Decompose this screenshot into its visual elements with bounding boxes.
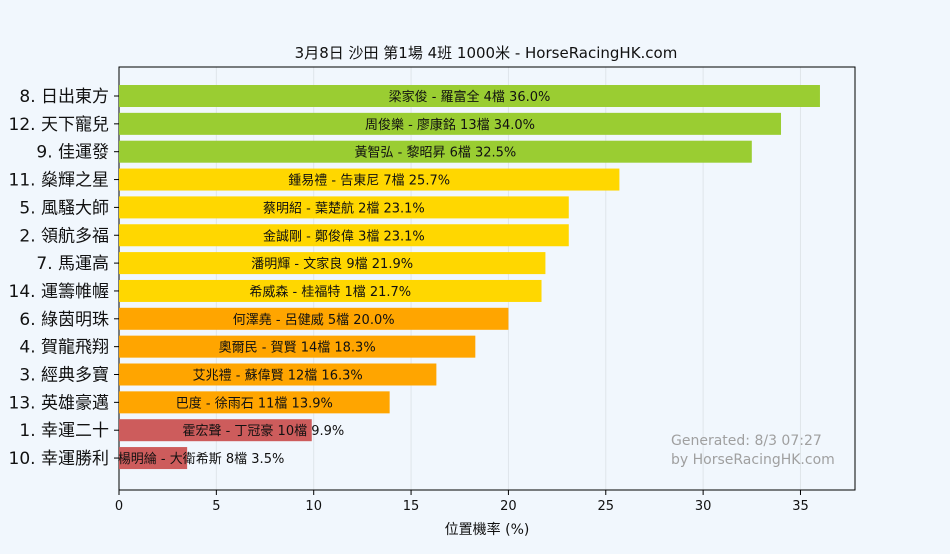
bar-label: 周俊樂 - 廖康銘 13檔 34.0%	[365, 117, 535, 133]
x-tick-label: 25	[597, 499, 614, 514]
plot-frame	[118, 66, 856, 491]
bar	[119, 196, 569, 219]
bar-label: 金誠剛 - 鄭俊偉 3檔 23.1%	[263, 228, 425, 244]
x-tick-label: 30	[695, 499, 712, 514]
bar-label: 黃智弘 - 黎昭昇 6檔 32.5%	[355, 146, 517, 161]
bar	[119, 224, 569, 247]
bar	[119, 419, 312, 442]
bar	[119, 279, 542, 302]
bar-label: 鍾易禮 - 告東尼 7檔 25.7%	[288, 173, 450, 189]
bar-label: 蔡明紹 - 葉楚航 2檔 23.1%	[263, 200, 425, 216]
bar-label: 何澤堯 - 呂健威 5檔 20.0%	[233, 312, 395, 328]
bar-label: 艾兆禮 - 蘇偉賢 12檔 16.3%	[193, 369, 363, 384]
category-label: 1. 幸運二十	[19, 421, 109, 441]
bar-label: 潘明輝 - 文家良 9檔 21.9%	[251, 256, 413, 272]
bar-label: 楊明綸 - 大衛希斯 8檔 3.5%	[118, 451, 285, 467]
chart-title: 3月8日 沙田 第1場 4班 1000米 - HorseRacingHK.com	[295, 44, 678, 62]
category-label: 14. 運籌帷幄	[9, 282, 109, 302]
x-tick-label: 35	[792, 499, 809, 514]
x-tick-label: 20	[500, 499, 517, 514]
category-label: 3. 經典多寶	[19, 365, 109, 386]
x-tick-label: 5	[212, 499, 220, 514]
bar-label: 梁家俊 - 羅富全 4檔 36.0%	[389, 89, 551, 105]
bar	[119, 252, 546, 275]
category-label: 12. 天下寵兒	[9, 115, 109, 135]
category-label: 13. 英雄豪邁	[9, 392, 109, 413]
category-label: 6. 綠茵明珠	[19, 310, 109, 330]
bar	[119, 168, 620, 191]
category-label: 8. 日出東方	[19, 87, 109, 107]
category-label: 9. 佳運發	[36, 143, 109, 163]
generated-annotation: Generated: 8/3 07:27	[671, 433, 822, 449]
x-tick-label: 0	[115, 499, 123, 514]
bars: 梁家俊 - 羅富全 4檔 36.0% 周俊樂 - 廖康銘 13檔 34.0% 黃智弘…	[118, 85, 820, 470]
bar	[119, 140, 752, 163]
bar-label: 霍宏聲 - 丁冠豪 10檔 9.9%	[182, 423, 344, 439]
category-label: 7. 馬運高	[36, 254, 109, 274]
bar-label: 希威森 - 桂福特 1檔 21.7%	[249, 285, 411, 300]
x-tick-label: 15	[403, 499, 420, 514]
bar	[119, 363, 437, 386]
bar	[119, 85, 820, 107]
bar	[119, 447, 188, 470]
grid-lines	[118, 67, 801, 490]
x-axis-ticks: 0 5 10 15 20 25 30 35	[115, 490, 809, 514]
source-annotation: by HorseRacingHK.com	[671, 452, 835, 468]
bar	[119, 112, 782, 135]
x-tick-label: 10	[305, 499, 322, 514]
bar	[119, 335, 476, 358]
bar	[119, 307, 509, 330]
category-labels: 8. 日出東方 12. 天下寵兒 9. 佳運發 11. 燊輝之星 5. 風騷大師 2. 領…	[9, 87, 119, 469]
bar-label: 奧爾民 - 賀賢 14檔 18.3%	[219, 341, 376, 356]
category-label: 11. 燊輝之星	[9, 171, 109, 191]
category-label: 2. 領航多福	[19, 226, 109, 246]
category-label: 5. 風騷大師	[19, 198, 109, 218]
x-axis-label: 位置機率 (%)	[445, 521, 530, 538]
category-label: 4. 賀龍飛翔	[19, 338, 109, 358]
category-label: 10. 幸運勝利	[9, 449, 109, 469]
bar-label: 巴度 - 徐雨石 11檔 13.9%	[176, 395, 333, 411]
bar	[119, 391, 390, 414]
